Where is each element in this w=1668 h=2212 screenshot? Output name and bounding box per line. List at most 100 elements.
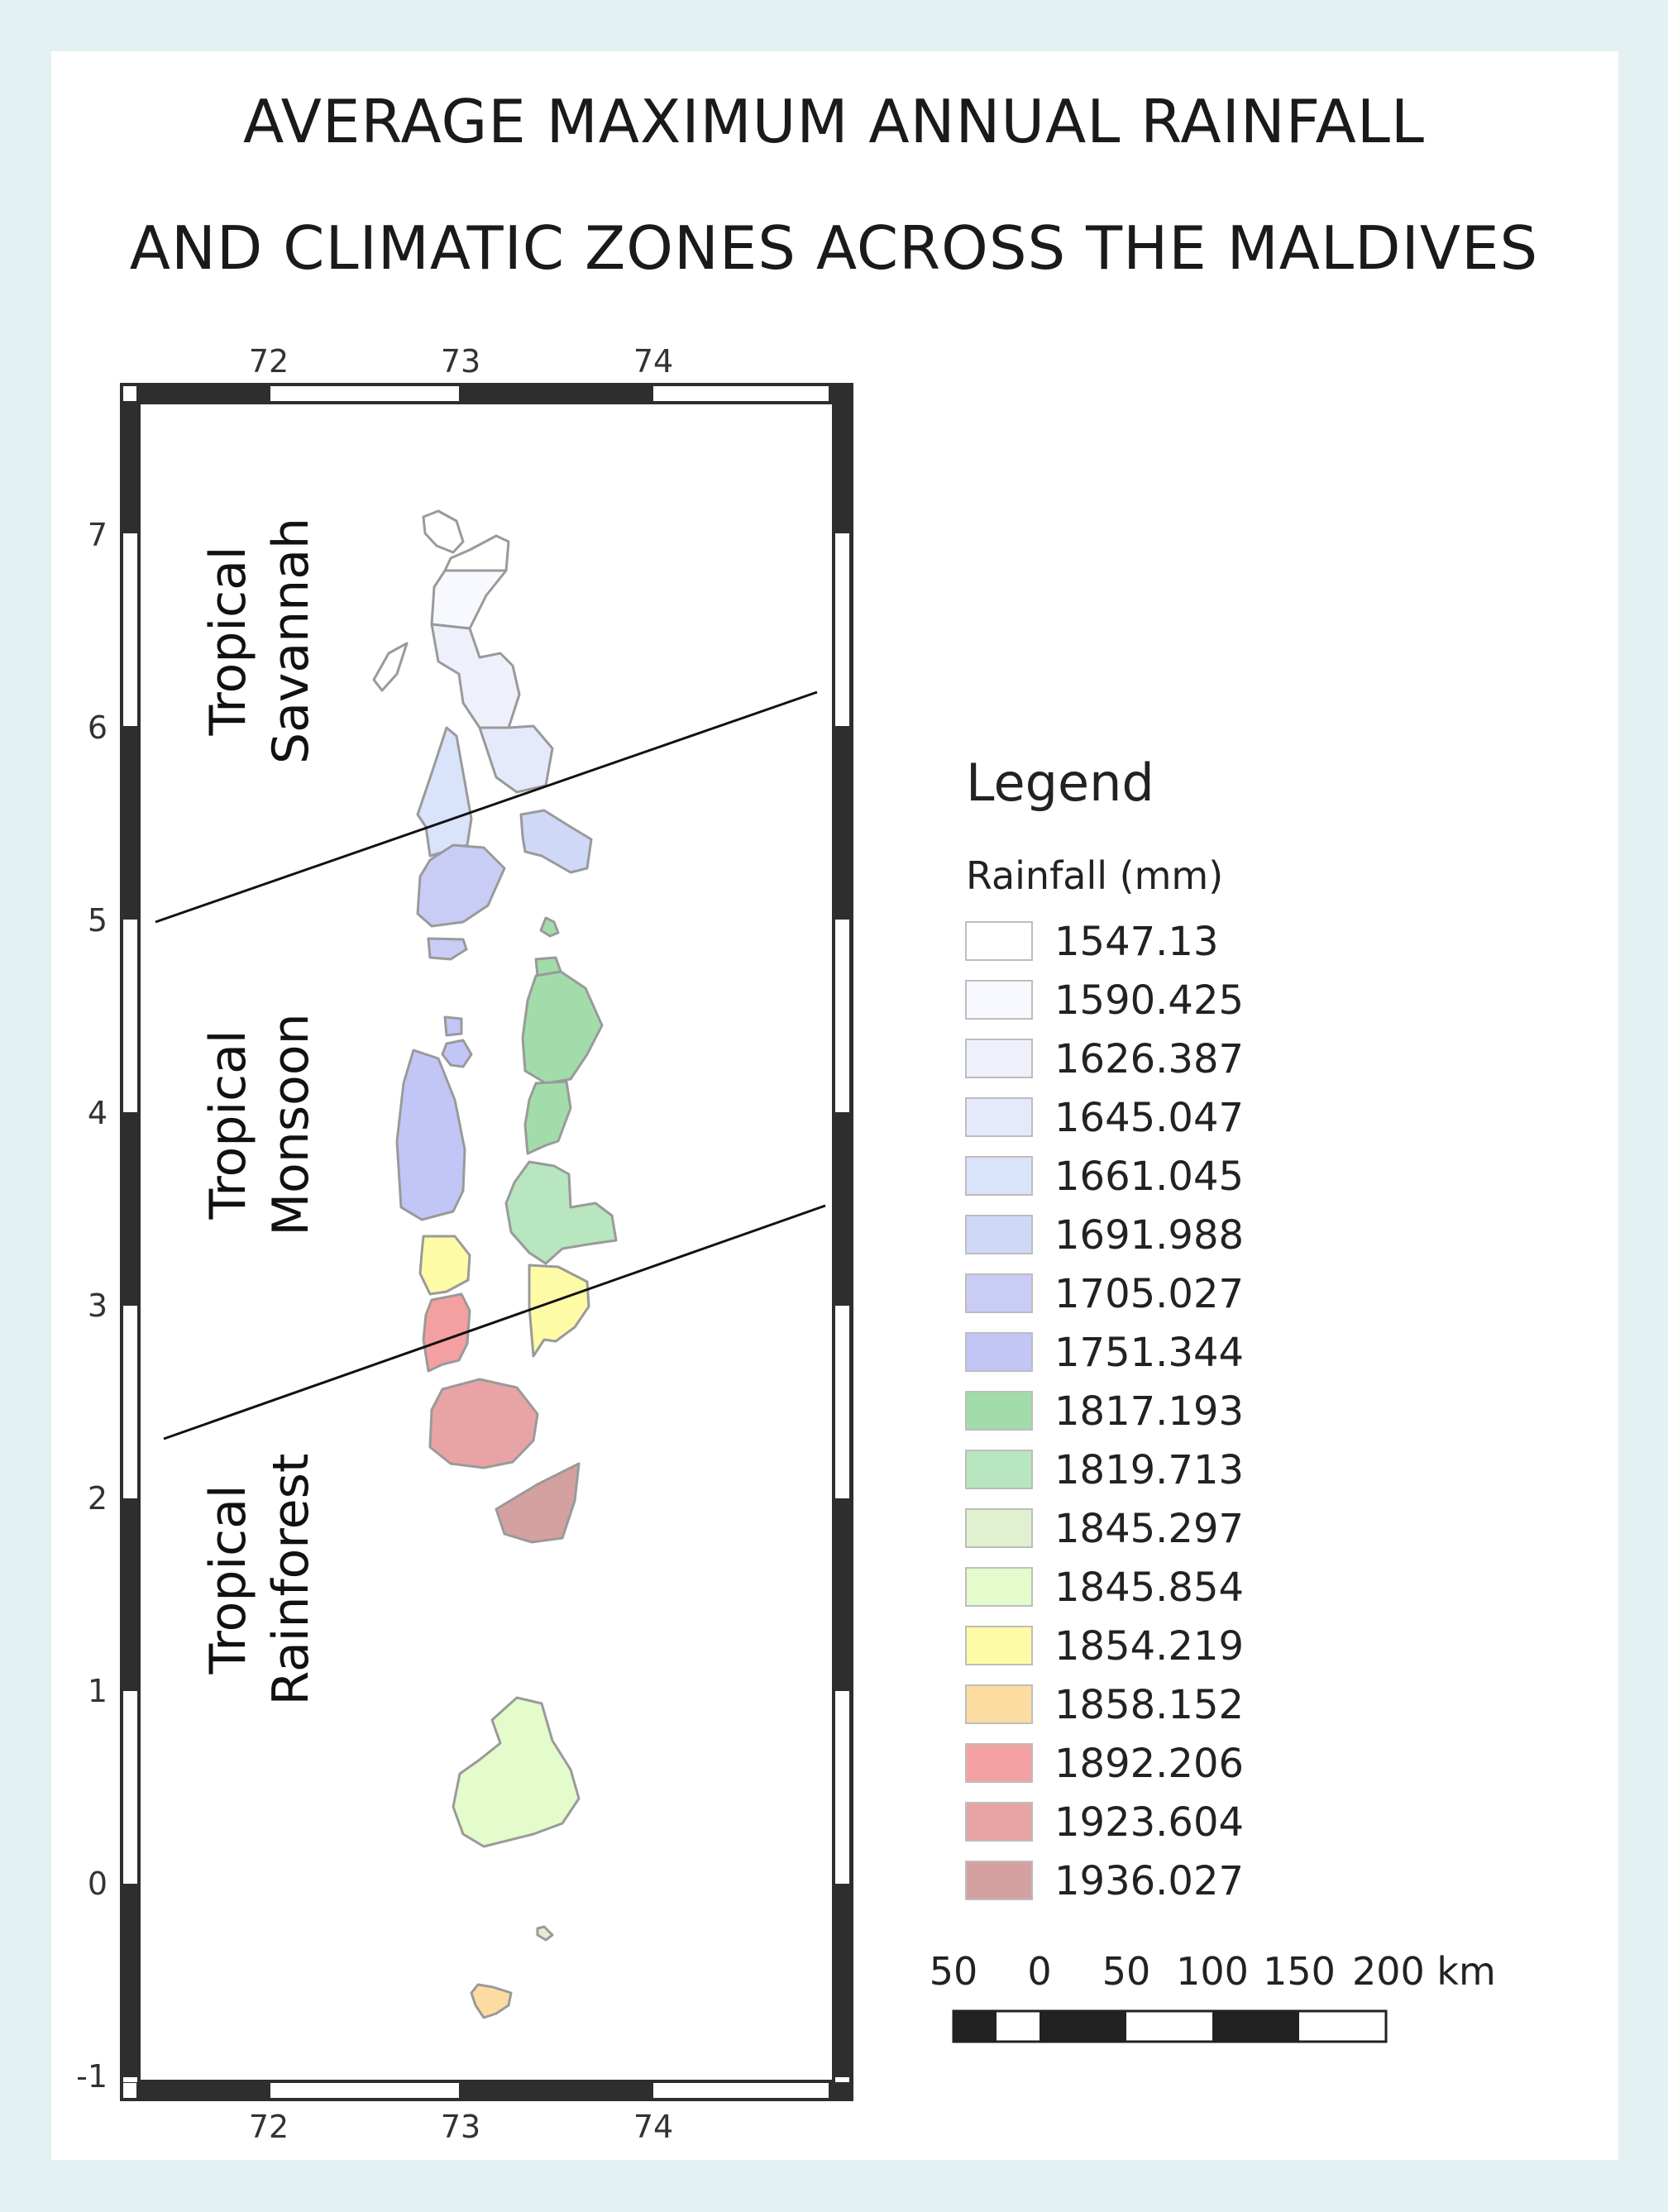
legend-swatch <box>965 1567 1033 1607</box>
legend-swatch <box>965 1215 1033 1254</box>
frame-seg <box>653 2083 829 2098</box>
y-tick-label: 0 <box>88 1866 108 1902</box>
scale-bar-label: 200 km <box>1352 1949 1496 1994</box>
legend-value: 1661.045 <box>1054 1154 1244 1200</box>
legend-value: 1705.027 <box>1054 1271 1244 1317</box>
legend-swatch <box>965 1684 1033 1724</box>
legend-swatch <box>965 1626 1033 1665</box>
atoll <box>519 809 593 874</box>
legend-swatch <box>965 1097 1033 1137</box>
zone-boundary-north <box>155 690 818 924</box>
frame-seg <box>270 2083 459 2098</box>
atoll <box>528 1264 590 1358</box>
atoll <box>395 1049 466 1221</box>
legend-items: 1547.13 1590.425 1626.387 1645.047 1661.045 1… <box>965 919 1244 1904</box>
frame-seg <box>653 386 829 401</box>
scale-bar-outline <box>952 2009 1388 2043</box>
y-tick-label: 5 <box>88 902 108 939</box>
map-title-line-1: AVERAGE MAXIMUM ANNUAL RAINFALL <box>242 87 1426 156</box>
frame-seg <box>123 1306 137 1498</box>
legend-title: Legend <box>966 752 1154 813</box>
legend-swatch <box>965 1156 1033 1196</box>
atoll <box>416 843 506 928</box>
scale-bar-segment <box>1040 2011 1126 2042</box>
zone-label-rainforest: Tropical Rainforest <box>199 1454 320 1706</box>
y-axis-left: 7 6 5 4 3 2 1 0 -1 <box>76 517 108 2095</box>
atoll <box>523 1080 572 1155</box>
atolls <box>372 509 618 2019</box>
legend-value: 1923.604 <box>1054 1799 1244 1846</box>
x-axis-bottom: 72 73 74 <box>249 2109 673 2145</box>
atoll <box>418 1235 471 1296</box>
legend-value: 1936.027 <box>1054 1858 1244 1904</box>
legend-value: 1819.713 <box>1054 1447 1244 1493</box>
atoll <box>430 623 521 729</box>
frame-seg <box>123 2077 137 2082</box>
atoll <box>504 1160 618 1265</box>
legend-value: 1645.047 <box>1054 1095 1244 1141</box>
x-tick-label: 73 <box>441 2109 480 2145</box>
frame-seg <box>123 2083 136 2098</box>
atoll <box>422 509 465 554</box>
y-tick-label: 6 <box>88 709 108 746</box>
zone-label-monsoon: Tropical Monsoon <box>199 1013 320 1235</box>
frame-seg <box>123 533 137 726</box>
scale-bar-segment <box>1212 2011 1299 2042</box>
scale-bar-segment <box>953 2011 996 2042</box>
frame-seg <box>123 386 136 401</box>
legend-swatch <box>965 1861 1033 1900</box>
scale-bar-label: 50 <box>1102 1949 1151 1994</box>
zone-label-line-2: Savannah <box>262 518 320 764</box>
frame-seg <box>123 1691 137 1884</box>
legend-value: 1817.193 <box>1054 1388 1244 1435</box>
legend-subtitle: Rainfall (mm) <box>966 853 1223 898</box>
x-tick-label: 74 <box>633 2109 673 2145</box>
frame-seg <box>270 386 459 401</box>
atoll <box>422 1292 471 1373</box>
legend-swatch <box>965 1273 1033 1313</box>
legend-swatch <box>965 921 1033 961</box>
legend-value: 1845.297 <box>1054 1506 1244 1552</box>
legend-swatch <box>965 1391 1033 1431</box>
atoll <box>452 1696 581 1848</box>
frame-seg <box>835 533 849 726</box>
frame-seg <box>835 1691 849 1884</box>
scale-bar-label: 0 <box>1027 1949 1051 1994</box>
atoll <box>428 1378 539 1469</box>
atoll <box>441 1039 473 1068</box>
scale-bar: 50 0 50 100 150 200 km <box>930 1949 1496 2043</box>
legend-value: 1858.152 <box>1054 1682 1244 1728</box>
legend-swatch <box>965 980 1033 1020</box>
legend-value: 1854.219 <box>1054 1623 1244 1670</box>
atoll <box>443 1015 463 1037</box>
zone-label-line-2: Monsoon <box>262 1013 320 1235</box>
scale-bar-label: 100 <box>1176 1949 1249 1994</box>
scale-bar-labels: 50 0 50 100 150 200 km <box>930 1949 1496 1994</box>
legend-swatch <box>965 1743 1033 1783</box>
zone-label-line-1: Tropical <box>199 1030 257 1220</box>
atoll <box>470 1983 513 2019</box>
frame-seg <box>835 1306 849 1498</box>
x-tick-label: 73 <box>441 343 480 380</box>
atoll <box>495 1462 581 1544</box>
x-axis-top: 72 73 74 <box>249 343 673 380</box>
map-title-line-2: AND CLIMATIC ZONES ACROSS THE MALDIVES <box>129 213 1539 283</box>
scale-bar-label: 150 <box>1263 1949 1336 1994</box>
legend: Legend Rainfall (mm) 1547.13 1590.425 1626… <box>965 752 1244 1904</box>
legend-value: 1751.344 <box>1054 1330 1244 1376</box>
atoll <box>416 726 473 858</box>
legend-swatch <box>965 1039 1033 1078</box>
y-tick-label: 3 <box>88 1288 108 1324</box>
legend-value: 1626.387 <box>1054 1036 1244 1082</box>
atoll <box>427 937 468 961</box>
frame-seg <box>835 2077 849 2082</box>
zone-boundary-south <box>163 1204 826 1440</box>
zone-label-savannah: Tropical Savannah <box>199 518 320 764</box>
legend-swatch <box>965 1508 1033 1548</box>
atoll <box>539 916 560 938</box>
atoll <box>478 724 554 794</box>
y-tick-label: -1 <box>76 2058 108 2095</box>
y-tick-label: 4 <box>88 1095 108 1131</box>
x-tick-label: 74 <box>633 343 673 380</box>
